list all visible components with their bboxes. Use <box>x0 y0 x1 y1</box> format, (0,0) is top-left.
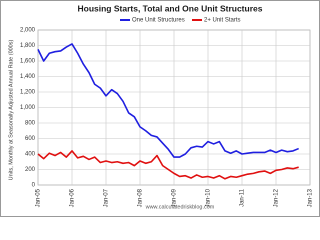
legend-label: 2+ Unit Starts <box>204 18 241 24</box>
y-tick-label: 1,000 <box>20 105 36 111</box>
y-tick-label: 800 <box>25 121 36 127</box>
x-tick-label: Jan-05 <box>36 188 42 207</box>
x-tick-label: Jan-07 <box>104 188 110 207</box>
y-tick-label: 200 <box>25 167 36 173</box>
x-tick-label: Jan-11 <box>240 188 246 207</box>
y-tick-label: 1,400 <box>20 74 36 80</box>
y-tick-label: 1,600 <box>20 59 36 65</box>
x-tick-label: Jan-10 <box>206 188 212 207</box>
chart-title: Housing Starts, Total and One Unit Struc… <box>78 3 263 13</box>
x-tick-label: Jan-13 <box>308 188 314 207</box>
x-tick-label: Jan-08 <box>138 188 144 207</box>
series-line <box>37 150 299 180</box>
legend-label: One Unit Structures <box>132 18 185 24</box>
y-tick-label: 400 <box>25 152 36 158</box>
y-axis-label: Units, Monthly at Seasonally Adjusted An… <box>8 40 14 181</box>
x-tick-label: Jan-09 <box>172 188 178 207</box>
y-tick-label: 2,000 <box>20 28 36 34</box>
y-tick-label: 1,800 <box>20 43 36 49</box>
x-tick-label: Jan-12 <box>274 188 280 207</box>
watermark: www.calculatedriskblog.com <box>145 204 215 210</box>
series-line <box>37 43 299 158</box>
y-tick-label: 0 <box>32 183 36 189</box>
y-tick-label: 600 <box>25 136 36 142</box>
y-tick-label: 1,200 <box>20 90 36 96</box>
chart: Housing Starts, Total and One Unit Struc… <box>0 0 320 217</box>
x-tick-label: Jan-06 <box>70 188 76 207</box>
